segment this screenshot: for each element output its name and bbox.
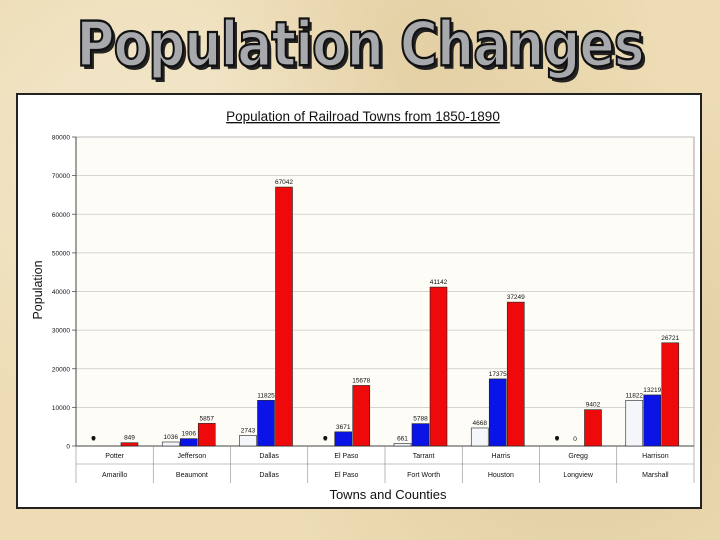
y-axis-label: Population bbox=[31, 260, 45, 319]
x-tick-label-town: Beaumont bbox=[176, 472, 208, 479]
data-label: 2743 bbox=[241, 427, 256, 434]
x-tick-label-town: Amarillo bbox=[102, 472, 127, 479]
bar bbox=[352, 385, 371, 447]
x-tick-label-town: El Paso bbox=[334, 472, 358, 479]
bar bbox=[429, 286, 448, 447]
data-label: 1036 bbox=[164, 434, 179, 441]
data-label: 3671 bbox=[336, 424, 351, 431]
bar bbox=[643, 394, 662, 447]
bar bbox=[411, 423, 430, 447]
data-label: 0 bbox=[573, 436, 577, 443]
bar bbox=[334, 431, 353, 447]
bar bbox=[275, 186, 293, 447]
y-tick-label: 20000 bbox=[52, 366, 70, 373]
bar bbox=[120, 442, 139, 447]
bar-chart: Population of Railroad Towns from 1850-1… bbox=[31, 109, 695, 502]
data-label: 0 bbox=[555, 436, 559, 443]
bar bbox=[506, 301, 525, 447]
data-label: 0 bbox=[92, 436, 96, 443]
data-label: 5857 bbox=[200, 415, 215, 422]
bar bbox=[488, 378, 507, 447]
x-tick-label-county: Gregg bbox=[568, 453, 588, 460]
y-tick-label: 60000 bbox=[52, 212, 70, 219]
y-tick-label: 40000 bbox=[52, 289, 70, 296]
y-tick-label: 0 bbox=[66, 444, 70, 451]
x-tick-label-county: Dallas bbox=[259, 453, 279, 460]
y-tick-label: 80000 bbox=[52, 135, 70, 142]
bar bbox=[584, 409, 602, 447]
x-tick-label-town: Dallas bbox=[259, 472, 279, 479]
x-tick-label-town: Fort Worth bbox=[407, 472, 440, 479]
plot-area: 0 10000 20000 30000 40000 50000 60000 70000 8000… bbox=[52, 135, 695, 483]
bar bbox=[661, 342, 680, 447]
bar bbox=[197, 423, 216, 447]
chart-frame: Population of Railroad Towns from 1850-1… bbox=[16, 93, 702, 509]
x-tick-label-county: Tarrant bbox=[413, 453, 435, 460]
zero-marker bbox=[91, 436, 96, 440]
x-tick-label-town: Houston bbox=[488, 472, 514, 479]
slide-title: Population Changes bbox=[75, 9, 645, 82]
data-label: 41142 bbox=[430, 279, 448, 286]
bar bbox=[470, 427, 489, 447]
data-label: 849 bbox=[124, 435, 135, 442]
data-label: 661 bbox=[397, 435, 408, 442]
x-tick-label-county: El Paso bbox=[334, 453, 358, 460]
bar bbox=[257, 400, 275, 447]
data-label: 5788 bbox=[413, 416, 428, 423]
zero-marker bbox=[323, 436, 328, 440]
data-label: 15678 bbox=[352, 377, 370, 384]
data-label: 13219 bbox=[643, 387, 661, 394]
bar bbox=[239, 435, 257, 447]
bar bbox=[393, 443, 412, 447]
x-axis-label: Towns and Counties bbox=[329, 487, 447, 502]
chart-title: Population of Railroad Towns from 1850-1… bbox=[226, 109, 500, 124]
x-tick-label-county: Harris bbox=[492, 453, 511, 460]
x-tick-label-town: Marshall bbox=[642, 472, 669, 479]
x-tick-label-county: Harrison bbox=[642, 453, 669, 460]
bar bbox=[161, 441, 180, 447]
y-tick-label: 70000 bbox=[52, 173, 70, 180]
x-tick-label-town: Longview bbox=[563, 472, 594, 479]
data-label: 67042 bbox=[275, 179, 293, 186]
data-label: 26721 bbox=[661, 335, 679, 342]
x-tick-label-county: Potter bbox=[105, 453, 124, 460]
y-tick-label: 30000 bbox=[52, 328, 70, 335]
y-tick-label: 50000 bbox=[52, 250, 70, 257]
data-label: 9402 bbox=[586, 402, 601, 409]
bar bbox=[625, 400, 644, 447]
bar bbox=[179, 438, 198, 447]
data-label: 37249 bbox=[507, 294, 525, 301]
zero-marker bbox=[555, 436, 559, 440]
x-tick-label-county: Jefferson bbox=[178, 453, 207, 460]
data-label: 11822 bbox=[625, 392, 643, 399]
data-label: 11825 bbox=[257, 392, 275, 399]
data-label: 17375 bbox=[489, 371, 507, 378]
data-label: 1906 bbox=[182, 431, 197, 438]
data-label: 0 bbox=[323, 436, 327, 443]
data-label: 4668 bbox=[473, 420, 488, 427]
y-tick-label: 10000 bbox=[52, 405, 70, 412]
